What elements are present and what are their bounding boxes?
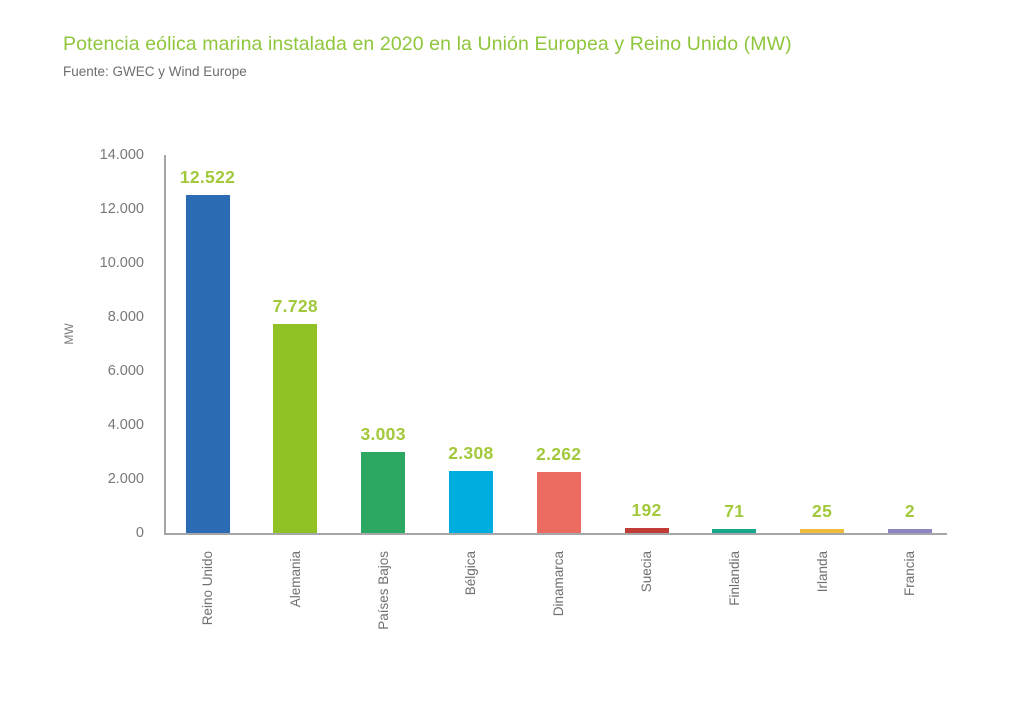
y-axis-tick-label: 6.000 (107, 363, 144, 379)
y-axis-tick-label: 14.000 (99, 147, 144, 163)
bar-paises-bajos (361, 452, 406, 533)
bar-value-label-finlandia: 71 (724, 501, 745, 521)
x-axis-category-label-paises-bajos: Países Bajos (375, 551, 391, 630)
y-axis-tick-label: 12.000 (99, 201, 144, 217)
bar-value-label-irlanda: 25 (812, 501, 833, 521)
chart-source: Fuente: GWEC y Wind Europe (63, 64, 247, 79)
x-axis-line (164, 533, 947, 535)
bar-value-label-dinamarca: 2.262 (536, 444, 582, 464)
x-axis-category-label-finlandia: Finlandia (726, 551, 742, 606)
bar-suecia (624, 528, 669, 533)
x-axis-category-label-dinamarca: Dinamarca (551, 551, 567, 617)
bar-alemania (273, 324, 318, 533)
x-axis-category-label-alemania: Alemania (287, 551, 303, 608)
bar-value-label-alemania: 7.728 (272, 296, 318, 316)
y-axis-tick-label: 8.000 (107, 309, 144, 325)
bar-value-label-paises-bajos: 3.003 (360, 424, 406, 444)
y-axis-tick-label: 4.000 (107, 417, 144, 433)
y-axis-tick-label: 2.000 (107, 471, 144, 487)
bar-value-label-reino-unido: 12.522 (179, 167, 236, 187)
x-axis-category-label-irlanda: Irlanda (814, 551, 830, 593)
bar-francia (887, 529, 932, 533)
x-axis-category-label-belgica: Bélgica (463, 551, 479, 596)
bar-dinamarca (536, 472, 581, 533)
y-axis-tick-label: 0 (135, 525, 144, 541)
bar-value-label-suecia: 192 (631, 500, 662, 520)
chart-title: Potencia eólica marina instalada en 2020… (63, 33, 792, 55)
bar-finlandia (712, 529, 757, 533)
bar-belgica (448, 471, 493, 533)
x-axis-category-label-francia: Francia (902, 551, 918, 597)
x-axis-category-label-suecia: Suecia (639, 551, 654, 593)
bar-reino-unido (185, 195, 230, 533)
bar-value-label-francia: 2 (904, 501, 915, 521)
y-axis-tick-label: 10.000 (99, 255, 144, 271)
bar-value-label-belgica: 2.308 (448, 443, 494, 463)
x-axis-category-label-reino-unido: Reino Unido (200, 551, 215, 626)
bar-irlanda (800, 529, 845, 533)
y-axis-line (164, 155, 166, 535)
